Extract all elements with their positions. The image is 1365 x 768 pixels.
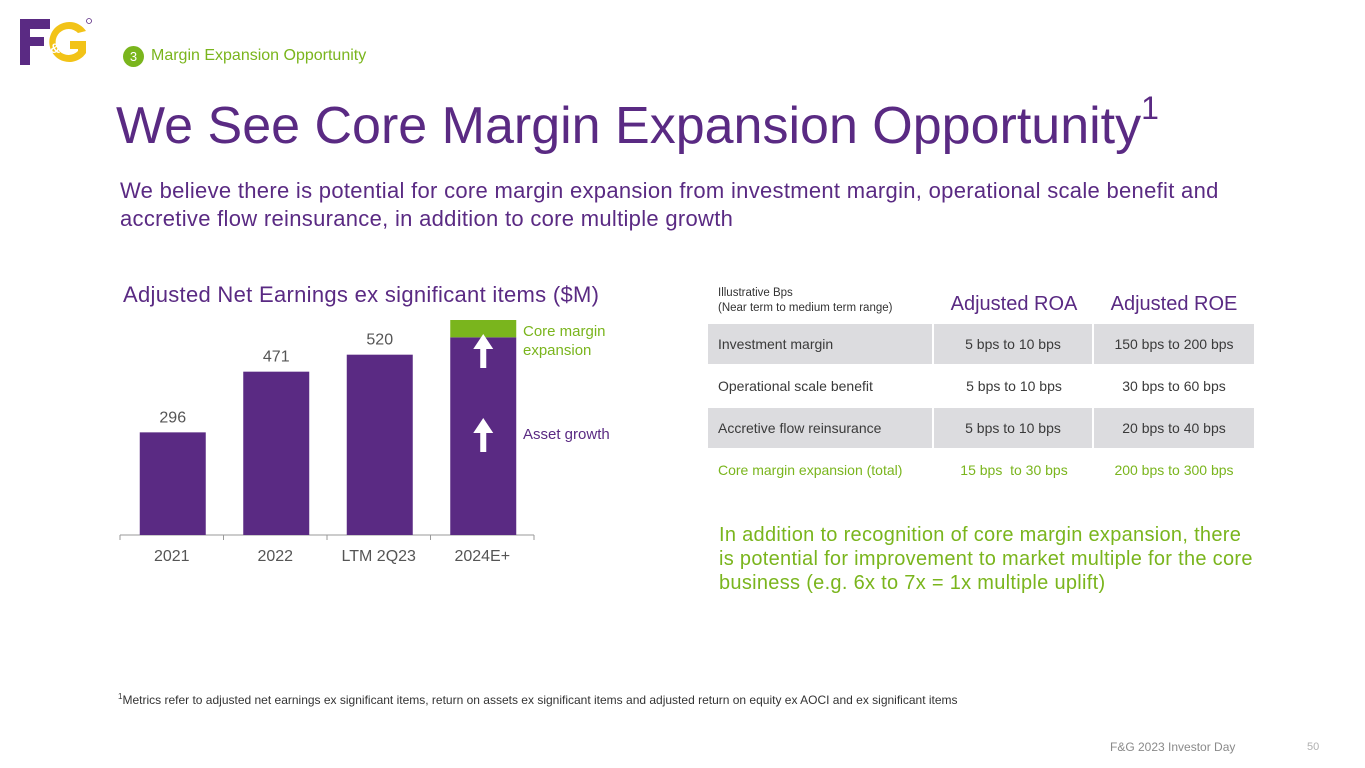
earnings-bar-chart: 296 2021 471 2022 520 LTM 2Q23 2024E+ Core marg… [119,320,610,565]
annotation-asset-growth: Asset growth [523,426,610,443]
row-roa: 15 bps to 30 bps [960,462,1068,478]
row-roe: 20 bps to 40 bps [1094,408,1254,448]
page-title-text: We See Core Margin Expansion Opportunity [116,97,1142,155]
x-tick-label: 2021 [154,548,190,565]
footer-event-name: F&G 2023 Investor Day [1110,740,1236,754]
arrow-up-icon-core-margin [473,334,494,368]
row-label: Operational scale benefit [718,378,873,394]
table-header-label-line1: Illustrative Bps [718,287,793,299]
title-footnote-marker: 1 [1141,90,1159,126]
page-number: 50 [1307,741,1320,753]
page-title: We See Core Margin Expansion Opportunity… [116,92,1159,160]
bar-2022 [243,371,310,535]
row-roa: 5 bps to 10 bps [966,378,1062,394]
annotation-core-margin-expansion: Core margin expansion [523,323,606,359]
row-roa: 5 bps to 10 bps [934,408,1094,448]
data-label: 471 [263,349,290,366]
footnote: 1Metrics refer to adjusted net earnings … [118,692,958,707]
table-header-label: Illustrative Bps (Near term to medium te… [708,286,934,322]
x-tick-label: 2022 [257,548,293,565]
table-header-roe: Adjusted ROE [1110,293,1238,315]
table-row-total: Core margin expansion (total) 15 bps to … [708,450,1254,490]
footnote-text: Metrics refer to adjusted net earnings e… [122,693,958,707]
x-tick-label: 2024E+ [454,548,510,565]
chart-title: Adjusted Net Earnings ex significant ite… [123,282,600,307]
section-number-badge: 3 [123,46,144,67]
row-roe: 200 bps to 300 bps [1114,462,1234,478]
footnote-marker: 1 [118,692,123,701]
svg-text:&: & [50,40,60,56]
table-header-label-line2: (Near term to medium term range) [718,302,893,314]
multiple-uplift-note: In addition to recognition of core margi… [719,524,1253,594]
x-tick-label: LTM 2Q23 [342,548,417,565]
row-label: Core margin expansion (total) [718,462,903,478]
table-header-roa: Adjusted ROA [950,293,1078,315]
row-roa: 5 bps to 10 bps [934,324,1094,364]
bps-table: Illustrative Bps (Near term to medium te… [708,282,1254,490]
row-label: Investment margin [708,324,934,364]
table-row: Investment margin 5 bps to 10 bps 150 bp… [708,324,1254,364]
bar-ltm-2q23 [346,354,413,535]
row-label: Accretive flow reinsurance [708,408,934,448]
data-label: 296 [159,409,186,426]
table-row: Operational scale benefit 5 bps to 10 bp… [708,366,1254,406]
subtitle: We believe there is potential for core m… [120,178,1219,231]
row-roe: 150 bps to 200 bps [1094,324,1254,364]
arrow-up-icon-asset-growth [473,418,494,452]
bar-2021 [139,432,206,535]
data-label: 520 [366,332,393,349]
fg-logo: & [20,18,92,65]
row-roe: 30 bps to 60 bps [1122,378,1226,394]
section-label: Margin Expansion Opportunity [151,47,367,64]
table-header-row: Illustrative Bps (Near term to medium te… [708,282,1254,322]
table-row: Accretive flow reinsurance 5 bps to 10 b… [708,408,1254,448]
bar-stack-core-margin-expansion [450,320,517,338]
